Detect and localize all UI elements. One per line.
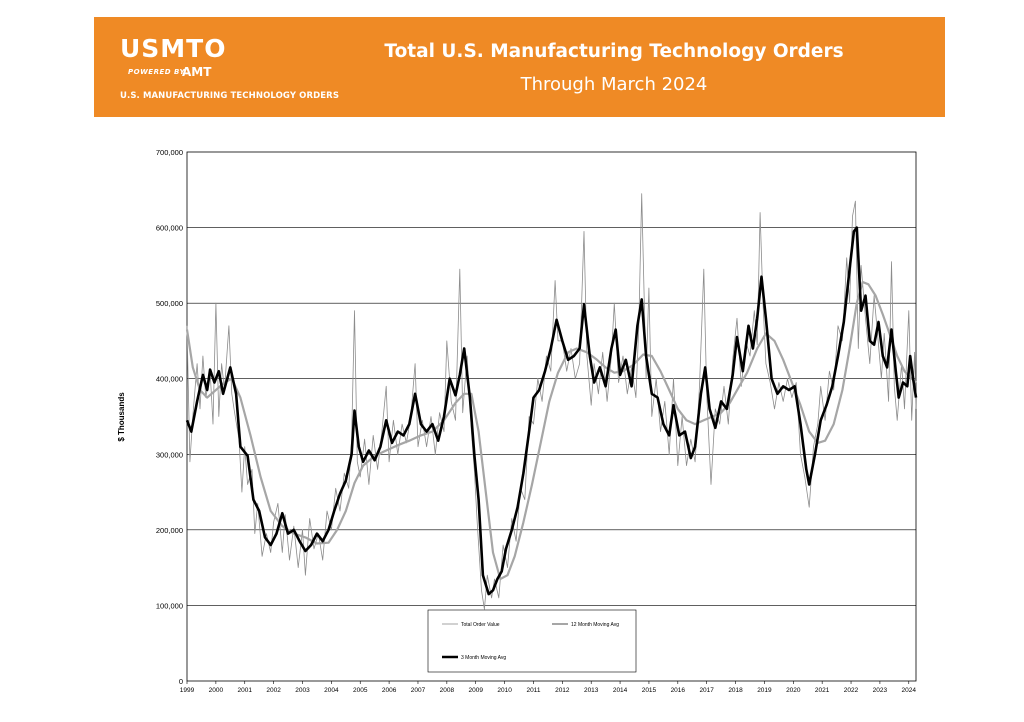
legend-label-12mo: 12 Month Moving Avg [571, 622, 619, 628]
x-tick-label: 2006 [382, 687, 397, 694]
x-tick-label: 2022 [844, 687, 859, 694]
y-tick-label: 500,000 [156, 299, 183, 308]
header-banner: USMTO POWERED BY AMT U.S. MANUFACTURING … [94, 17, 945, 117]
series-3-month-moving-avg [185, 226, 918, 596]
x-tick-label: 2009 [468, 687, 483, 694]
y-tick-label: 400,000 [156, 375, 183, 384]
x-tick-label: 2019 [757, 687, 772, 694]
x-tick-label: 2000 [209, 687, 224, 694]
legend-label-3mo: 3 Month Moving Avg [461, 655, 506, 661]
x-tick-label: 2008 [440, 687, 455, 694]
y-tick-label: 600,000 [156, 224, 183, 233]
series-total-order-value [186, 193, 917, 610]
x-tick-label: 1999 [180, 687, 195, 694]
y-axis: 0 100,000 200,000 300,000 400,000 500,000 600,… [156, 148, 183, 686]
y-axis-label: $ Thousands [117, 392, 126, 442]
x-tick-label: 2004 [324, 687, 339, 694]
x-tick-label: 2018 [728, 687, 743, 694]
x-tick-label: 2003 [295, 687, 310, 694]
y-tick-label: 700,000 [156, 148, 183, 157]
x-tick-label: 2007 [411, 687, 426, 694]
amt-logo: AMT [182, 65, 212, 79]
chart-title: Total U.S. Manufacturing Technology Orde… [384, 41, 844, 62]
y-tick-label: 0 [179, 677, 183, 686]
legend: Total Order Value 12 Month Moving Avg 3 … [427, 609, 637, 673]
x-tick-label: 2024 [902, 687, 917, 694]
x-tick-label: 2011 [526, 687, 540, 694]
x-tick-label: 2010 [497, 687, 512, 694]
x-tick-label: 2021 [815, 687, 830, 694]
plot-area [186, 151, 917, 682]
x-tick-label: 2005 [353, 687, 368, 694]
usmto-logo: USMTO [120, 34, 227, 63]
legend-label-total: Total Order Value [461, 622, 500, 628]
chart-subtitle: Through March 2024 [520, 74, 708, 95]
x-tick-label: 2023 [873, 687, 888, 694]
legend-box [427, 609, 637, 673]
y-tick-label: 100,000 [156, 601, 183, 610]
x-tick-label: 2014 [613, 687, 628, 694]
x-tick-label: 2001 [238, 687, 253, 694]
logo-tagline: U.S. MANUFACTURING TECHNOLOGY ORDERS [120, 91, 340, 101]
x-tick-label: 2012 [555, 687, 570, 694]
x-axis: 1999 2000 2001 2002 2003 2004 2005 2006 2007 2008… [180, 681, 917, 694]
series-12-month-moving-avg [185, 280, 917, 581]
x-tick-label: 2020 [786, 687, 801, 694]
x-tick-label: 2017 [699, 687, 714, 694]
series-group [185, 193, 918, 610]
x-tick-label: 2015 [642, 687, 657, 694]
y-tick-label: 300,000 [156, 450, 183, 459]
y-tick-label: 200,000 [156, 526, 183, 535]
logo-powered-by: POWERED BY [128, 68, 186, 76]
x-tick-label: 2016 [671, 687, 686, 694]
x-tick-label: 2013 [584, 687, 599, 694]
x-tick-label: 2002 [266, 687, 281, 694]
